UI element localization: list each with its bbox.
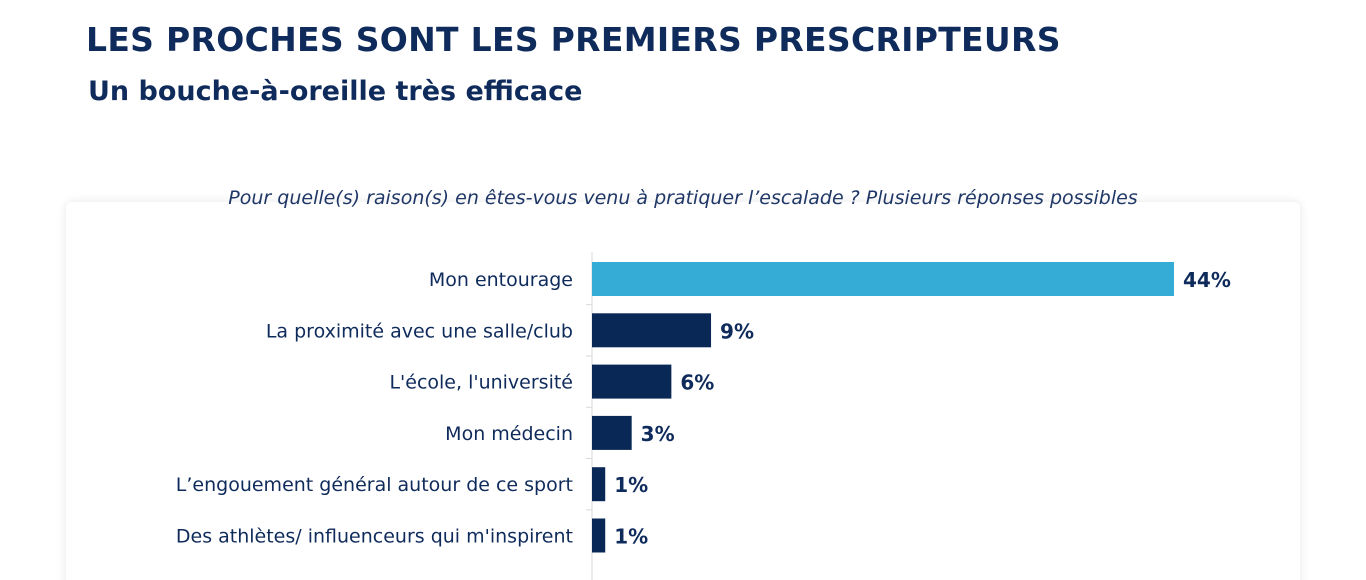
bar	[592, 262, 1174, 296]
category-label: L'école, l'université	[389, 372, 573, 394]
category-label: Mon médecin	[445, 423, 573, 445]
data-label: 44%	[1183, 268, 1231, 292]
data-label: 9%	[720, 319, 754, 343]
bar	[592, 467, 606, 502]
bar	[592, 313, 712, 348]
category-label: Mon entourage	[429, 269, 573, 291]
bar	[592, 518, 606, 553]
page-title: LES PROCHES SONT LES PREMIERS PRESCRIPTE…	[86, 20, 1061, 59]
chart-question: Pour quelle(s) raison(s) en êtes-vous ve…	[228, 187, 1138, 209]
category-label: L’engouement général autour de ce sport	[176, 474, 573, 496]
data-label: 3%	[641, 422, 675, 446]
data-label: 6%	[680, 371, 714, 395]
data-label: 1%	[614, 473, 648, 497]
category-label: La proximité avec une salle/club	[266, 320, 573, 342]
data-label: 1%	[614, 525, 648, 549]
category-label: Des athlètes/ influenceurs qui m'inspire…	[176, 526, 573, 548]
bar	[592, 415, 632, 450]
page-subtitle: Un bouche-à-oreille très efficace	[88, 76, 583, 107]
bar	[592, 364, 672, 399]
